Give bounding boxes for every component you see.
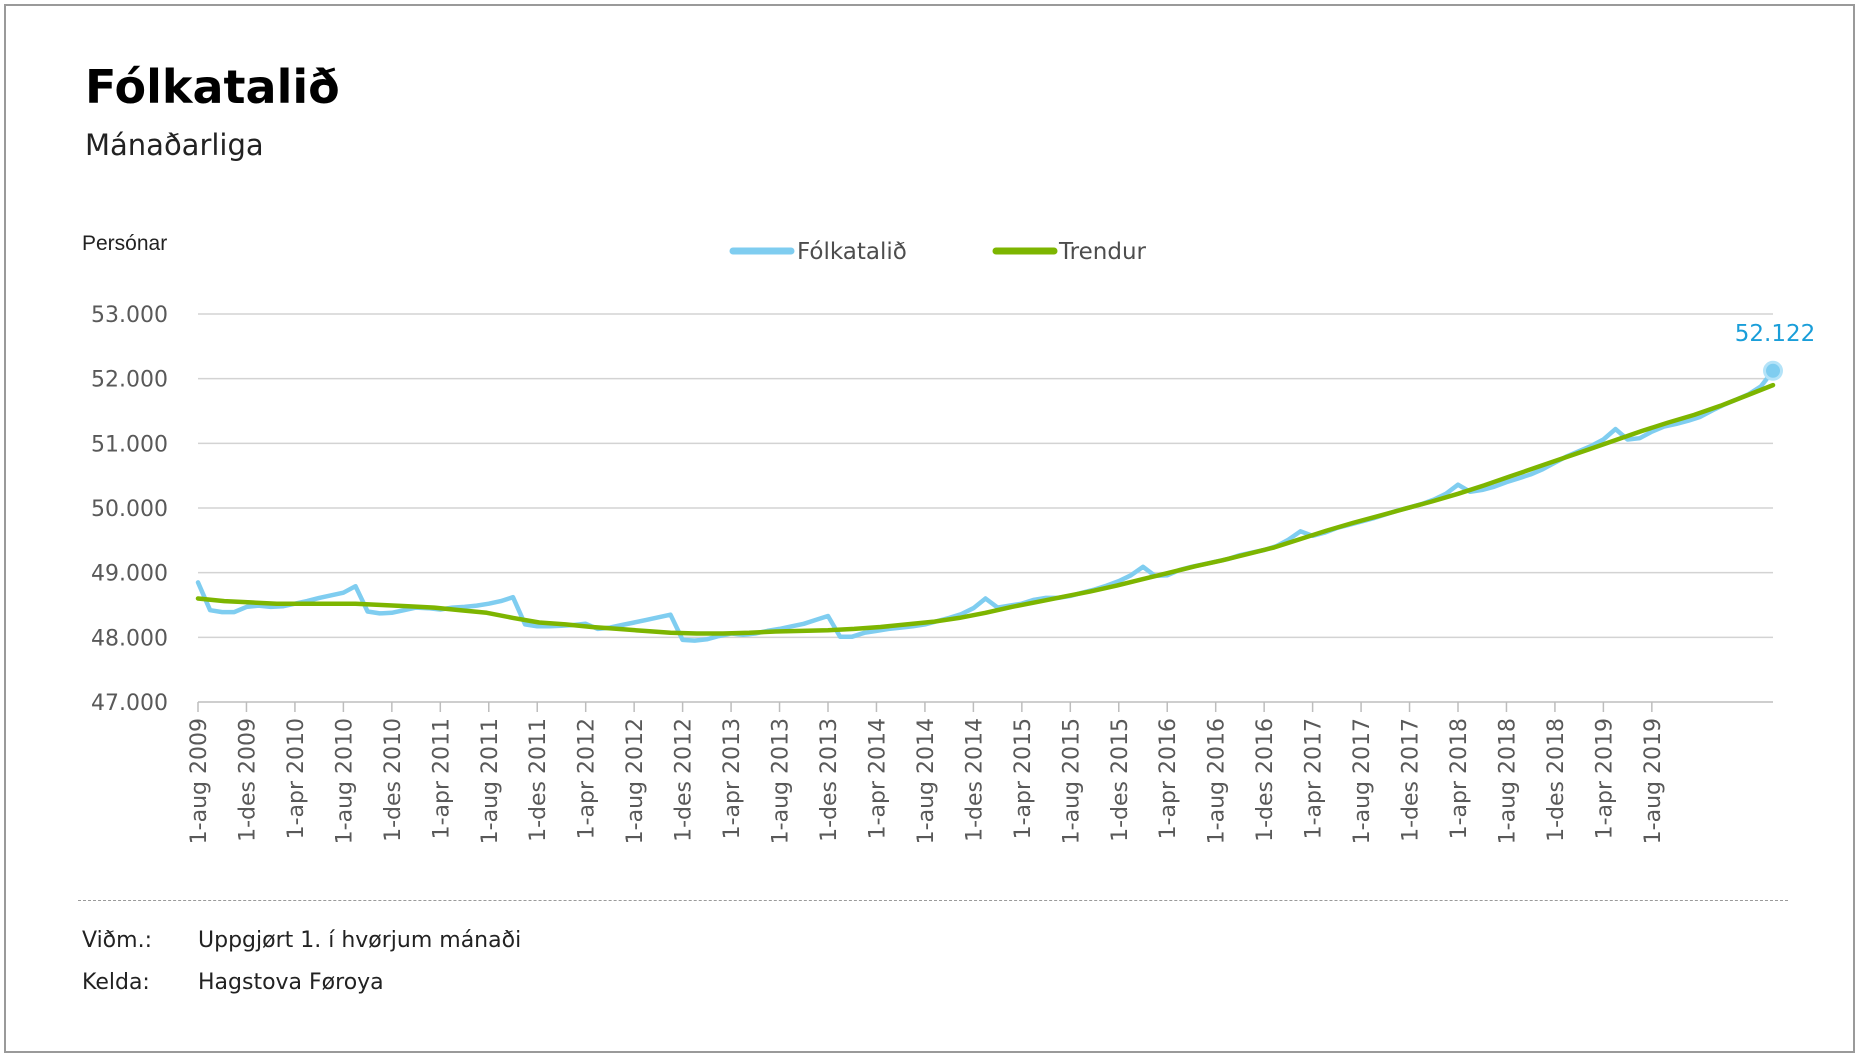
x-tick-label: 1-des 2013 <box>817 718 842 842</box>
footer-divider <box>78 900 1788 901</box>
x-tick-label: 1-aug 2015 <box>1059 718 1084 844</box>
series-line-trendur <box>195 382 1776 636</box>
y-tick-label: 52.000 <box>91 368 168 393</box>
last-value-label: 52.122 <box>1735 321 1815 347</box>
x-tick-label: 1-apr 2013 <box>720 718 745 839</box>
x-tick-label: 1-des 2015 <box>1108 718 1133 842</box>
legend: Fólkatalið Trendur <box>729 239 1147 265</box>
chart-title: Fólkatalið <box>85 60 340 114</box>
x-tick-label: 1-aug 2016 <box>1205 718 1230 844</box>
x-tick-label: 1-apr 2010 <box>284 718 309 839</box>
x-tick-label: 1-des 2009 <box>235 718 260 842</box>
x-tick-label: 1-apr 2018 <box>1447 718 1472 839</box>
legend-label-folkatalid: Fólkatalið <box>797 239 907 265</box>
series-line-folkatalid <box>195 368 1776 643</box>
x-tick-label: 1-aug 2017 <box>1350 718 1375 844</box>
x-tick-label: 1-apr 2019 <box>1592 718 1617 839</box>
x-tick-label: 1-apr 2014 <box>865 718 890 839</box>
legend-label-trendur: Trendur <box>1058 239 1147 265</box>
x-tick-label: 1-aug 2011 <box>478 718 503 844</box>
y-tick-label: 50.000 <box>91 497 168 522</box>
footnote-text: Uppgjørt 1. í hvørjum mánaði <box>198 928 522 953</box>
line-chart: Persónar Fólkatalið Trendur 47.000 48.000… <box>82 232 1815 844</box>
y-tick-label: 51.000 <box>91 432 168 457</box>
x-tick-label: 1-aug 2019 <box>1641 718 1666 844</box>
source-label: Kelda: <box>82 970 150 995</box>
x-tick-label: 1-aug 2010 <box>332 718 357 844</box>
x-tick-label: 1-des 2010 <box>381 718 406 842</box>
x-axis: 1-aug 2009 1-des 2009 1-apr 2010 1-aug 2010… <box>187 702 1666 844</box>
y-tick-label: 47.000 <box>91 691 168 716</box>
last-point-marker <box>1763 360 1783 381</box>
x-tick-label: 1-des 2018 <box>1544 718 1569 842</box>
x-tick-label: 1-aug 2018 <box>1495 718 1520 844</box>
footnote-label: Viðm.: <box>82 928 152 953</box>
x-tick-label: 1-aug 2014 <box>914 718 939 844</box>
x-tick-label: 1-des 2011 <box>526 718 551 842</box>
y-axis-ticks: 47.000 48.000 49.000 50.000 51.000 52.000 53.0… <box>91 303 168 716</box>
x-tick-label: 1-apr 2012 <box>575 718 600 839</box>
y-tick-label: 49.000 <box>91 562 168 587</box>
chart-subtitle: Mánaðarliga <box>85 128 264 162</box>
x-tick-label: 1-apr 2015 <box>1011 718 1036 839</box>
x-tick-label: 1-des 2012 <box>672 718 697 842</box>
x-tick-label: 1-des 2017 <box>1399 718 1424 842</box>
y-tick-label: 53.000 <box>91 303 168 328</box>
x-tick-label: 1-apr 2016 <box>1156 718 1181 839</box>
x-tick-label: 1-aug 2009 <box>187 718 212 844</box>
x-tick-label: 1-aug 2013 <box>769 718 794 844</box>
x-tick-label: 1-apr 2017 <box>1302 718 1327 839</box>
x-tick-label: 1-aug 2012 <box>623 718 648 844</box>
source-text: Hagstova Føroya <box>198 970 384 995</box>
plot-area: 52.122 <box>195 321 1815 643</box>
y-axis-label: Persónar <box>82 232 167 255</box>
gridlines <box>198 313 1773 703</box>
x-tick-label: 1-des 2014 <box>962 718 987 842</box>
x-tick-label: 1-apr 2011 <box>429 718 454 839</box>
x-tick-label: 1-des 2016 <box>1253 718 1278 842</box>
y-tick-label: 48.000 <box>91 626 168 651</box>
chart-frame <box>4 4 1855 1053</box>
